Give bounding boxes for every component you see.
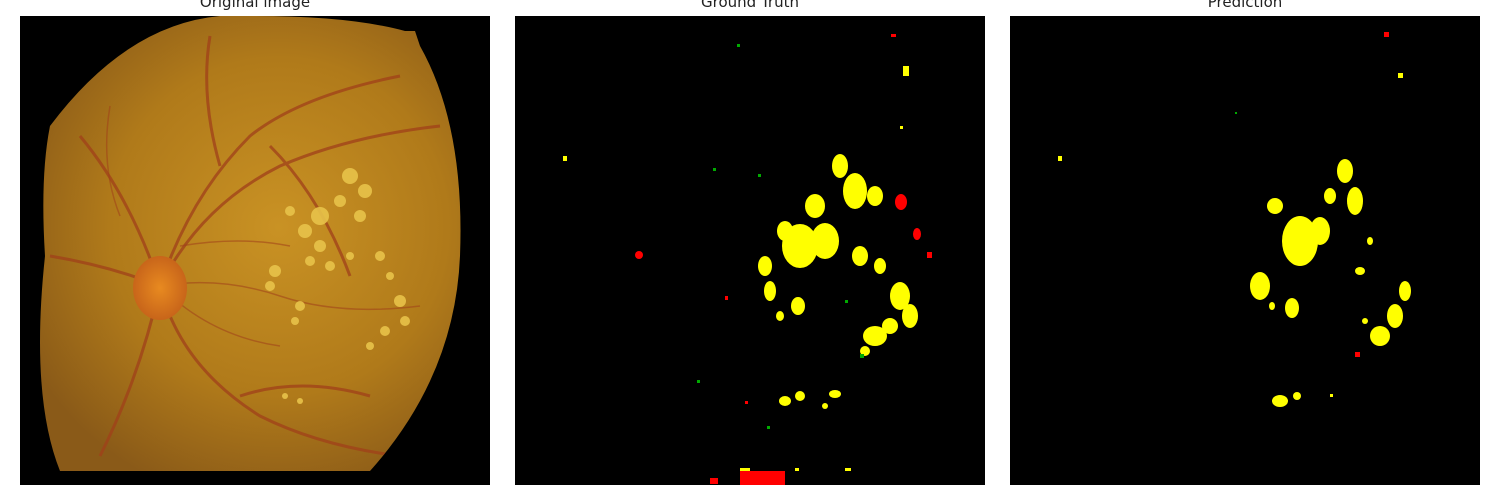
pred-hemorrhages xyxy=(1355,32,1389,357)
pred-exudates xyxy=(1058,73,1411,407)
ground-truth-lesions xyxy=(563,34,932,485)
gt-exudates xyxy=(563,66,918,471)
exudate-spots xyxy=(265,168,410,404)
original-image-title: Original image xyxy=(199,0,311,11)
gt-hemorrhages xyxy=(635,34,932,485)
predicted-lesions xyxy=(1058,32,1411,407)
gt-microaneurysms xyxy=(697,44,864,429)
pred-microaneurysms xyxy=(1235,112,1237,114)
ground-truth-title: Ground Truth xyxy=(701,0,799,11)
optic-disc xyxy=(133,256,187,320)
prediction-mask xyxy=(1010,16,1480,485)
fundus-photo xyxy=(40,16,461,471)
original-fundus-image xyxy=(20,16,490,485)
ground-truth-mask xyxy=(515,16,985,485)
prediction-title: Prediction xyxy=(1207,0,1283,11)
